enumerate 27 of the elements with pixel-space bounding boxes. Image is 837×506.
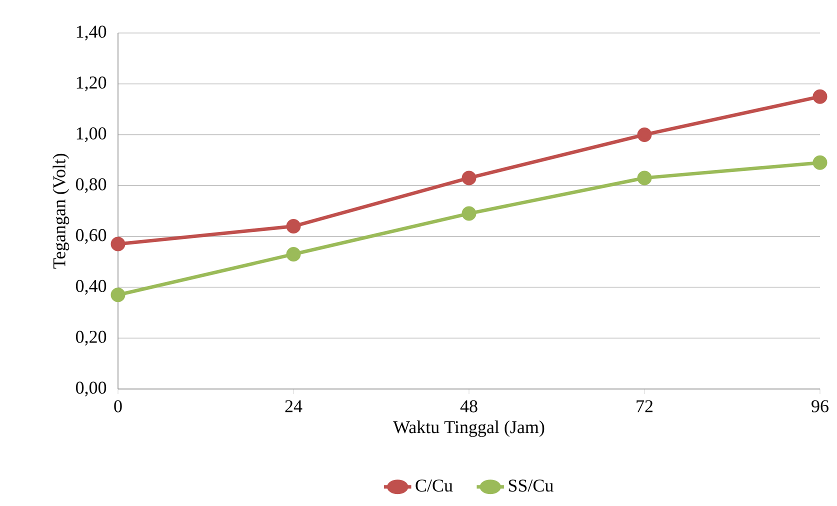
- point: [110, 288, 126, 302]
- point: [286, 246, 301, 262]
- point: [462, 170, 476, 186]
- y-tick-label: 0,40: [76, 280, 106, 295]
- y-tick-label: 1,00: [76, 127, 106, 142]
- y-tick-label: 1,40: [76, 26, 106, 40]
- x-tick-label: 24: [285, 400, 302, 412]
- y-axis-title: Tegangan (Volt): [52, 154, 70, 269]
- x-tick-label: 0: [114, 400, 122, 412]
- legend-label: SS/Cu: [508, 480, 554, 492]
- y-tick-label: 0,80: [76, 178, 106, 193]
- point: [462, 206, 476, 221]
- legend-label: C/Cu: [416, 480, 453, 492]
- point: [286, 219, 301, 234]
- point: [812, 155, 828, 170]
- x-axis-title: Waktu Tinggal (Jam): [393, 420, 544, 437]
- point: [637, 127, 652, 142]
- point: [812, 89, 828, 104]
- y-tick-label: 0,60: [76, 229, 106, 244]
- x-tick-label: 96: [812, 400, 828, 412]
- y-tick-label: 0,00: [76, 382, 106, 396]
- y-tick-label: 1,20: [76, 76, 106, 92]
- point: [637, 170, 652, 186]
- x-tick-label: 48: [460, 400, 478, 412]
- y-tick-label: 0,20: [76, 330, 106, 346]
- point: [110, 236, 126, 252]
- x-tick-label: 72: [636, 400, 652, 412]
